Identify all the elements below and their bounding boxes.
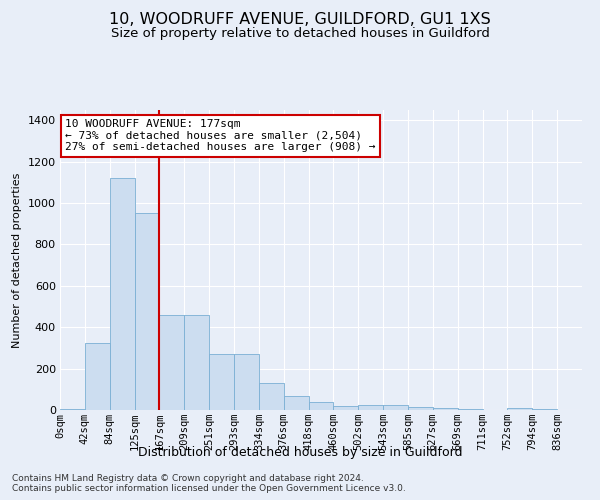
Bar xyxy=(508,408,532,410)
Bar xyxy=(60,409,85,410)
Text: Distribution of detached houses by size in Guildford: Distribution of detached houses by size … xyxy=(138,446,462,459)
Bar xyxy=(532,409,557,410)
Bar xyxy=(259,383,284,410)
Text: Size of property relative to detached houses in Guildford: Size of property relative to detached ho… xyxy=(110,28,490,40)
Text: Contains public sector information licensed under the Open Government Licence v3: Contains public sector information licen… xyxy=(12,484,406,493)
Bar xyxy=(160,315,184,410)
Bar xyxy=(358,405,383,410)
Bar xyxy=(334,406,358,410)
Text: 10 WOODRUFF AVENUE: 177sqm
← 73% of detached houses are smaller (2,504)
27% of s: 10 WOODRUFF AVENUE: 177sqm ← 73% of deta… xyxy=(65,119,376,152)
Bar xyxy=(234,354,259,410)
Bar xyxy=(134,214,160,410)
Text: 10, WOODRUFF AVENUE, GUILDFORD, GU1 1XS: 10, WOODRUFF AVENUE, GUILDFORD, GU1 1XS xyxy=(109,12,491,28)
Bar xyxy=(383,405,408,410)
Y-axis label: Number of detached properties: Number of detached properties xyxy=(12,172,22,348)
Bar xyxy=(110,178,134,410)
Bar xyxy=(209,354,234,410)
Bar xyxy=(458,409,482,410)
Bar xyxy=(284,396,308,410)
Bar xyxy=(408,407,433,410)
Text: Contains HM Land Registry data © Crown copyright and database right 2024.: Contains HM Land Registry data © Crown c… xyxy=(12,474,364,483)
Bar xyxy=(184,315,209,410)
Bar xyxy=(85,343,110,410)
Bar xyxy=(433,408,458,410)
Bar xyxy=(308,402,334,410)
